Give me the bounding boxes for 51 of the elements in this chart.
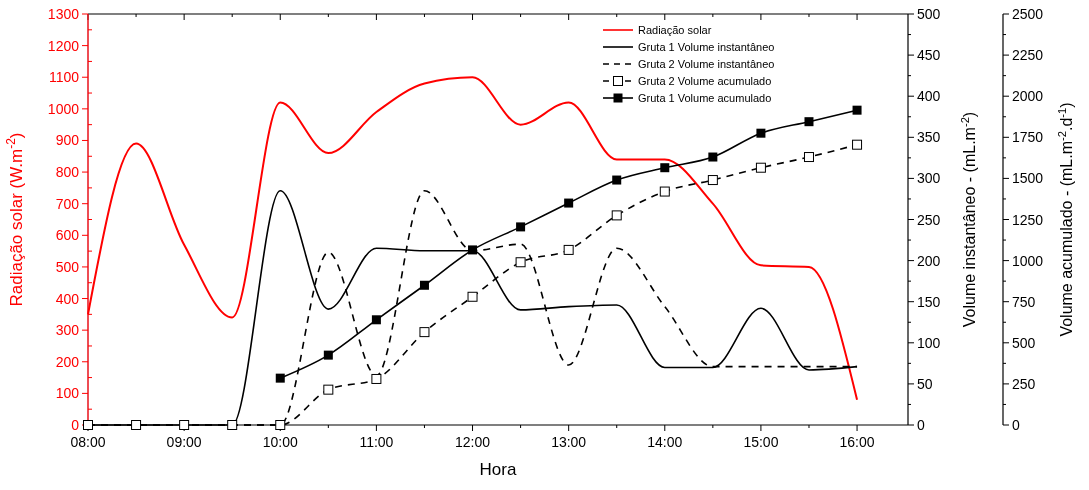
y2-tick-label: 350 — [917, 129, 941, 146]
y2-tick-label: 400 — [917, 88, 941, 105]
y3-tick-label: 1250 — [1012, 211, 1044, 228]
x-tick-label: 14:00 — [647, 434, 683, 450]
y2-tick-label: 250 — [917, 211, 941, 228]
legend-label: Radiação solar — [638, 24, 712, 36]
y-tick-label: 500 — [55, 258, 80, 275]
y-tick-label: 800 — [55, 164, 80, 181]
y3-tick-label: 2250 — [1012, 47, 1044, 64]
y-tick-label: 900 — [55, 132, 80, 149]
x-tick-label: 15:00 — [743, 434, 779, 450]
y-tick-label: 200 — [55, 353, 80, 370]
y2-tick-label: 0 — [917, 417, 925, 433]
y3-tick-label: 500 — [1012, 334, 1036, 351]
y2-tick-label: 450 — [917, 47, 941, 64]
y3-tick-label: 1000 — [1012, 252, 1044, 269]
x-axis-title: Hora — [479, 460, 517, 479]
y3-tick-label: 1500 — [1012, 170, 1044, 187]
y-tick-label: 1300 — [47, 6, 80, 22]
y3-tick-label: 2000 — [1012, 88, 1044, 105]
y-tick-label: 1000 — [47, 100, 80, 117]
legend-label: Gruta 1 Volume instantâneo — [638, 41, 775, 53]
x-tick-label: 10:00 — [262, 434, 298, 450]
x-tick-label: 12:00 — [455, 434, 491, 450]
y3-tick-label: 0 — [1012, 417, 1020, 433]
legend-label: Gruta 1 Volume acumulado — [638, 92, 772, 104]
y-tick-label: 100 — [55, 385, 80, 402]
y2-tick-label: 500 — [917, 6, 941, 22]
y2-tick-label: 50 — [917, 375, 933, 392]
y2-tick-label: 200 — [917, 252, 941, 269]
x-tick-label: 16:00 — [839, 434, 875, 450]
x-tick-label: 08:00 — [70, 434, 106, 450]
x-tick-label: 13:00 — [551, 434, 587, 450]
x-tick-label: 09:00 — [166, 434, 202, 450]
x-tick-label: 11:00 — [359, 434, 394, 450]
y3-tick-label: 250 — [1012, 375, 1036, 392]
legend-label: Gruta 2 Volume acumulado — [638, 75, 772, 87]
y3-tick-label: 750 — [1012, 293, 1036, 310]
y-tick-label: 400 — [55, 290, 80, 307]
y2-tick-label: 150 — [917, 293, 941, 310]
y3-tick-label: 2500 — [1012, 6, 1044, 22]
y-tick-label: 600 — [55, 227, 80, 244]
y2-tick-label: 100 — [917, 334, 941, 351]
y-tick-label: 1100 — [48, 69, 80, 86]
y2-tick-label: 300 — [917, 170, 941, 187]
y-tick-label: 300 — [55, 322, 80, 339]
y-tick-label: 700 — [55, 195, 80, 212]
legend-label: Gruta 2 Volume instantâneo — [638, 58, 775, 70]
y-tick-label: 1200 — [47, 37, 80, 54]
y3-tick-label: 1750 — [1012, 129, 1044, 146]
y-tick-label: 0 — [71, 417, 80, 433]
